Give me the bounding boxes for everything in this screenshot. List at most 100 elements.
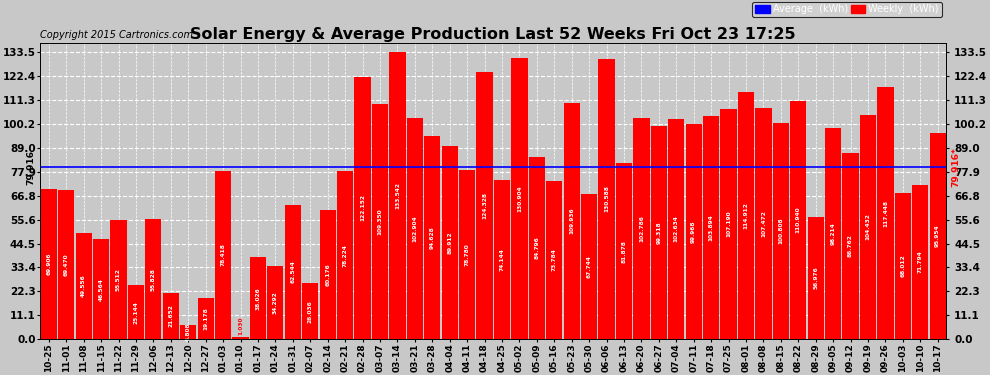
Bar [180, 324, 196, 339]
Bar [860, 115, 876, 339]
Bar [581, 194, 597, 339]
Bar [249, 258, 266, 339]
Text: 122.152: 122.152 [360, 195, 365, 222]
Bar [75, 233, 92, 339]
Text: 25.144: 25.144 [134, 301, 139, 324]
Bar [721, 109, 737, 339]
Text: 133.542: 133.542 [395, 182, 400, 209]
Text: 109.936: 109.936 [569, 208, 574, 234]
Bar [459, 170, 475, 339]
Text: 1.030: 1.030 [238, 316, 243, 335]
Text: 56.976: 56.976 [813, 267, 818, 290]
Text: 81.878: 81.878 [622, 240, 627, 262]
Text: 67.744: 67.744 [587, 255, 592, 278]
Text: 21.652: 21.652 [168, 304, 173, 327]
Text: 69.906: 69.906 [47, 253, 51, 275]
Text: 68.012: 68.012 [900, 255, 906, 278]
Text: 55.512: 55.512 [116, 268, 121, 291]
Bar [790, 101, 807, 339]
Bar [511, 58, 528, 339]
Text: 79.916*: 79.916* [951, 148, 960, 188]
Bar [494, 180, 510, 339]
Text: 79.916: 79.916 [27, 150, 36, 185]
Bar [424, 136, 441, 339]
Text: 19.178: 19.178 [203, 307, 208, 330]
Text: 49.556: 49.556 [81, 274, 86, 297]
Text: 95.954: 95.954 [936, 225, 940, 248]
Text: 102.634: 102.634 [674, 216, 679, 242]
Text: 73.784: 73.784 [551, 249, 556, 272]
Bar [285, 205, 301, 339]
Text: 78.780: 78.780 [464, 243, 469, 266]
Bar [808, 217, 824, 339]
Bar [215, 171, 232, 339]
Text: 38.026: 38.026 [255, 287, 260, 310]
Bar [895, 193, 911, 339]
Text: 103.894: 103.894 [709, 214, 714, 241]
Bar [128, 285, 144, 339]
Bar [703, 116, 720, 339]
Bar [842, 153, 858, 339]
Bar [267, 266, 283, 339]
Text: 98.214: 98.214 [831, 222, 836, 245]
Text: 34.292: 34.292 [273, 291, 278, 314]
Text: 69.470: 69.470 [63, 253, 68, 276]
Text: 62.544: 62.544 [290, 261, 295, 284]
Text: 102.786: 102.786 [639, 215, 644, 242]
Bar [912, 185, 929, 339]
Bar [476, 72, 493, 339]
Text: 6.808: 6.808 [186, 322, 191, 341]
Text: 86.762: 86.762 [848, 234, 853, 257]
Bar [162, 292, 179, 339]
Bar [41, 189, 56, 339]
Text: 117.448: 117.448 [883, 200, 888, 226]
Bar [111, 220, 127, 339]
Bar [320, 210, 336, 339]
Text: 109.350: 109.350 [377, 209, 382, 235]
Bar [930, 133, 945, 339]
Text: 110.940: 110.940 [796, 207, 801, 233]
Bar [650, 126, 667, 339]
Bar [773, 123, 789, 339]
Bar [407, 118, 423, 339]
Bar [546, 181, 562, 339]
Text: 78.224: 78.224 [343, 244, 347, 267]
Text: 84.796: 84.796 [535, 237, 540, 260]
Bar [825, 128, 842, 339]
Text: 46.564: 46.564 [99, 278, 104, 301]
Text: 100.808: 100.808 [778, 217, 783, 244]
Bar [389, 52, 406, 339]
Bar [233, 337, 248, 339]
Bar [354, 77, 370, 339]
Text: 102.904: 102.904 [412, 215, 418, 242]
Text: 107.472: 107.472 [761, 210, 766, 237]
Text: Copyright 2015 Cartronics.com: Copyright 2015 Cartronics.com [40, 30, 193, 40]
Bar [755, 108, 771, 339]
Text: 26.036: 26.036 [308, 300, 313, 322]
Bar [529, 157, 545, 339]
Bar [634, 118, 649, 339]
Text: 130.904: 130.904 [517, 185, 522, 212]
Bar [146, 219, 161, 339]
Text: 74.144: 74.144 [500, 248, 505, 271]
Bar [372, 104, 388, 339]
Text: 99.968: 99.968 [691, 220, 696, 243]
Bar [616, 163, 632, 339]
Text: 89.912: 89.912 [447, 231, 452, 254]
Text: 99.318: 99.318 [656, 221, 661, 244]
Bar [93, 239, 109, 339]
Text: 114.912: 114.912 [743, 202, 748, 229]
Bar [668, 118, 684, 339]
Text: 94.628: 94.628 [430, 226, 435, 249]
Text: 107.190: 107.190 [726, 211, 731, 237]
Title: Solar Energy & Average Production Last 52 Weeks Fri Oct 23 17:25: Solar Energy & Average Production Last 5… [190, 27, 796, 42]
Bar [58, 190, 74, 339]
Bar [599, 58, 615, 339]
Bar [563, 103, 580, 339]
Text: 55.828: 55.828 [150, 268, 155, 291]
Text: 60.176: 60.176 [325, 263, 331, 286]
Text: 130.588: 130.588 [604, 186, 609, 212]
Bar [686, 124, 702, 339]
Bar [442, 146, 457, 339]
Text: 71.794: 71.794 [918, 251, 923, 273]
